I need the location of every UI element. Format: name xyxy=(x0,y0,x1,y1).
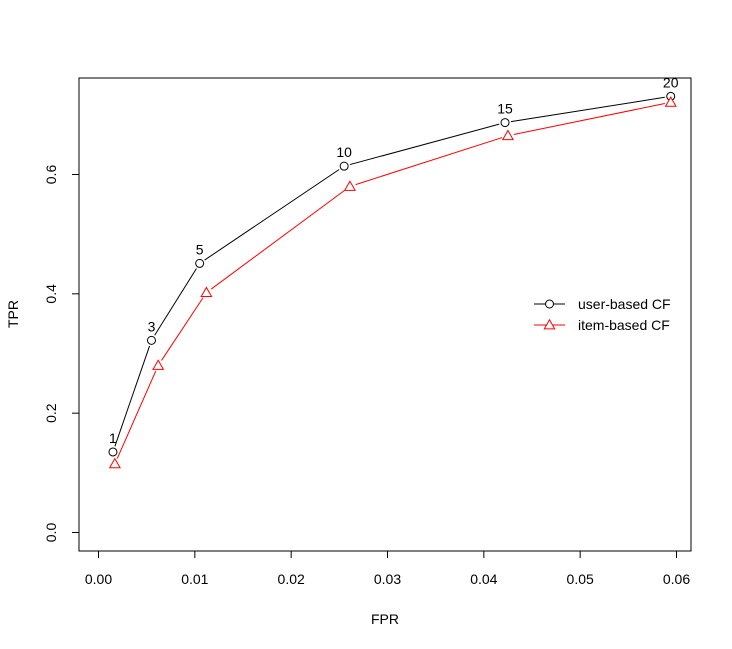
y-tick-label: 0.0 xyxy=(43,523,59,543)
user-based-cf-point xyxy=(339,161,349,171)
item-based-cf-segment xyxy=(355,137,503,186)
x-tick-label: 0.02 xyxy=(278,571,305,587)
user-based-cf-point-label: 5 xyxy=(196,241,204,257)
user-based-cf-point-label: 15 xyxy=(497,101,513,117)
y-tick-label: 0.6 xyxy=(43,165,59,185)
x-tick-label: 0.00 xyxy=(85,571,112,587)
user-based-cf-segment xyxy=(114,345,150,447)
y-axis-title: TPR xyxy=(5,300,21,328)
legend: user-based CF item-based CF xyxy=(534,296,671,333)
user-based-cf-point-label: 3 xyxy=(148,318,156,334)
user-based-cf-segment xyxy=(204,169,340,261)
x-axis-title: FPR xyxy=(371,611,399,627)
user-based-cf-segment xyxy=(349,123,500,166)
item-based-cf-point xyxy=(108,457,121,469)
series-lines xyxy=(114,96,665,459)
user-based-cf-point xyxy=(500,118,510,128)
item-based-cf-segment xyxy=(513,103,665,136)
user-based-cf-point-label: 10 xyxy=(336,144,352,160)
legend-marker-item-based-cf xyxy=(543,318,556,330)
x-tick-label: 0.03 xyxy=(374,571,401,587)
item-based-cf-segment xyxy=(210,189,346,290)
item-based-cf-point xyxy=(152,359,165,370)
user-based-cf-point xyxy=(108,447,118,457)
x-tick-label: 0.04 xyxy=(470,571,497,587)
legend-label-item-based-cf: item-based CF xyxy=(578,317,670,333)
user-based-cf-point-label: 1 xyxy=(109,430,117,446)
legend-label-user-based-cf: user-based CF xyxy=(578,296,671,312)
plot-frame xyxy=(78,77,692,552)
user-based-cf-segment xyxy=(154,268,197,336)
x-tick-label: 0.06 xyxy=(663,571,690,587)
item-based-cf-segment xyxy=(161,297,204,361)
user-based-cf-point-label: 20 xyxy=(663,74,679,90)
point-labels: 1 3 5 10 15 20 xyxy=(109,74,679,446)
item-based-cf-point xyxy=(343,180,356,191)
x-tick-label: 0.05 xyxy=(567,571,594,587)
item-based-cf-segment xyxy=(116,370,157,459)
x-tick-label: 0.01 xyxy=(181,571,208,587)
axes: 0.00 0.01 0.02 0.03 0.04 0.05 0.06 0.0 0.2 0.4 0.6 xyxy=(43,165,690,587)
user-based-cf-segment xyxy=(510,96,665,123)
user-based-cf-point xyxy=(146,335,156,345)
user-based-cf-point xyxy=(195,258,205,268)
legend-marker-user-based-cf xyxy=(545,299,554,309)
y-tick-label: 0.4 xyxy=(43,284,59,304)
y-tick-label: 0.2 xyxy=(43,403,59,423)
series-points xyxy=(108,91,677,469)
item-based-cf-point xyxy=(664,96,677,107)
item-based-cf-point xyxy=(501,129,514,141)
item-based-cf-point xyxy=(200,286,213,298)
